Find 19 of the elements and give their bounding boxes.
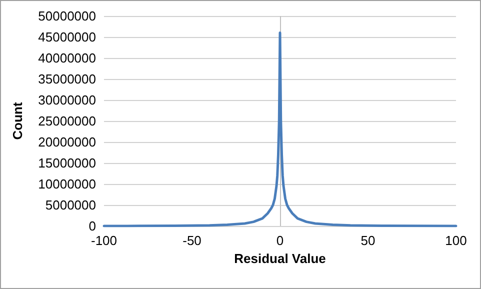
y-tick-label: 30000000 bbox=[38, 92, 96, 108]
x-axis-title: Residual Value bbox=[234, 251, 326, 266]
y-tick-label: 45000000 bbox=[38, 30, 96, 44]
y-tick-label: 40000000 bbox=[38, 50, 96, 66]
x-tick-label: 100 bbox=[445, 233, 467, 248]
y-tick-label: 10000000 bbox=[38, 176, 96, 192]
y-tick-label: 35000000 bbox=[38, 72, 96, 86]
x-tick-label: 50 bbox=[360, 233, 376, 248]
y-axis-title: Count bbox=[10, 102, 25, 140]
y-tick-label: 50000000 bbox=[38, 8, 96, 24]
y-tick-label: 5000000 bbox=[45, 198, 96, 212]
x-tick-label: -100 bbox=[90, 233, 118, 248]
y-tick-label: 0 bbox=[88, 218, 96, 234]
x-tick-label: 0 bbox=[276, 233, 284, 248]
x-tick-label: -50 bbox=[182, 233, 202, 248]
y-tick-label: 15000000 bbox=[38, 156, 96, 170]
y-tick-label: 25000000 bbox=[38, 114, 96, 128]
line-series bbox=[102, 32, 458, 228]
y-tick-label: 20000000 bbox=[38, 134, 96, 150]
